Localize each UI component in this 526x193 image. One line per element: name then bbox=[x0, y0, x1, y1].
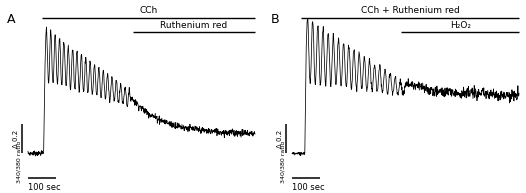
Text: 100 sec: 100 sec bbox=[292, 183, 325, 192]
Text: 100 sec: 100 sec bbox=[28, 183, 60, 192]
Text: Δ 0.2: Δ 0.2 bbox=[14, 130, 19, 148]
Text: A: A bbox=[7, 13, 15, 26]
Text: B: B bbox=[271, 13, 279, 26]
Text: H₂O₂: H₂O₂ bbox=[450, 21, 471, 30]
Text: Δ 0.2: Δ 0.2 bbox=[278, 130, 284, 148]
Text: CCh + Ruthenium red: CCh + Ruthenium red bbox=[361, 6, 460, 15]
Text: 340/380 ratio: 340/380 ratio bbox=[16, 141, 21, 183]
Text: 340/380 ratio: 340/380 ratio bbox=[280, 141, 285, 183]
Text: Ruthenium red: Ruthenium red bbox=[160, 21, 228, 30]
Text: CCh: CCh bbox=[139, 6, 158, 15]
